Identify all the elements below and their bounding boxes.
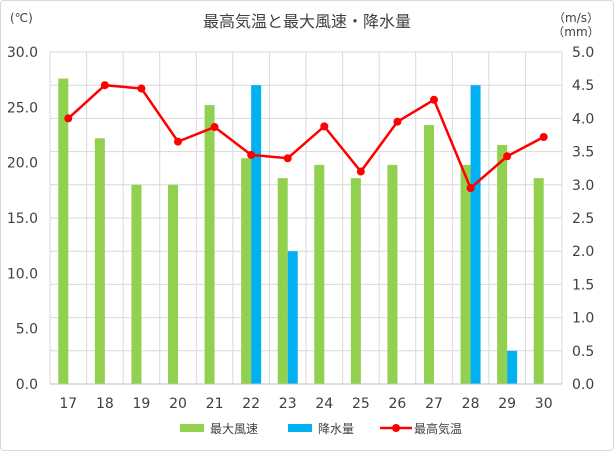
wind-bar [58, 78, 69, 384]
category-label: 20 [169, 396, 187, 412]
right-tick-label: 2.0 [572, 244, 594, 260]
temperature-point [430, 95, 438, 104]
left-tick-label: 20.0 [7, 156, 38, 172]
category-label: 30 [535, 396, 553, 412]
wind-bar [460, 164, 471, 384]
temperature-point [210, 123, 219, 132]
wind-bar [350, 178, 361, 384]
right-tick-label: 1.0 [572, 311, 594, 327]
left-tick-label: 5.0 [16, 322, 38, 338]
category-label: 19 [133, 396, 151, 412]
wind-bar [168, 184, 178, 384]
category-label: 21 [206, 396, 224, 412]
right-tick-label: 0.0 [572, 377, 594, 393]
left-tick-label: 25.0 [7, 100, 38, 116]
right-axis-unit-top: （m/s） [553, 11, 599, 25]
right-tick-label: 5.0 [572, 45, 594, 61]
right-tick-label: 0.5 [572, 344, 594, 360]
category-label: 27 [425, 396, 443, 412]
wind-bar [94, 138, 105, 384]
legend-swatch [180, 424, 204, 432]
right-tick-label: 4.5 [572, 78, 594, 94]
wind-bar [424, 125, 434, 384]
temperature-point [100, 81, 109, 90]
right-tick-label: 1.5 [572, 277, 594, 293]
chart-title: 最高気温と最大風速・降水量 [203, 12, 411, 31]
left-tick-label: 15.0 [7, 211, 38, 227]
temperature-point [466, 184, 475, 193]
wind-bar [277, 178, 288, 384]
axes: 0.0 5.0 10.0 15.0 20.0 25.0 30.0 0.0 0.5 1.0 1.5 2.… [7, 45, 594, 412]
legend-label: 最高気温 [414, 421, 462, 436]
legend-swatch [288, 424, 313, 432]
wind-bar [387, 164, 398, 384]
legend-label: 最大風速 [210, 422, 258, 436]
temperature-point [356, 167, 365, 176]
category-label: 23 [279, 396, 297, 412]
wind-bar [131, 184, 142, 384]
precipitation-bar [287, 251, 298, 384]
legend-label: 降水量 [318, 422, 354, 436]
wind-bar [533, 178, 544, 384]
temperature-point [64, 114, 73, 123]
bars [58, 78, 544, 385]
precipitation-bar [507, 350, 518, 384]
temperature-point [247, 150, 256, 159]
left-tick-label: 30.0 [7, 45, 38, 61]
temperature-point [283, 154, 292, 163]
right-tick-label: 3.5 [572, 145, 594, 161]
wind-bar [204, 105, 215, 385]
temperature-line [64, 81, 548, 193]
legend-swatch-marker [392, 424, 401, 432]
gridlines [49, 51, 563, 385]
right-axis-unit-bottom: （mm） [552, 25, 599, 39]
category-label: 24 [315, 396, 333, 412]
temperature-point [174, 137, 182, 146]
left-axis-unit: (℃) [10, 11, 33, 25]
category-label: 17 [59, 396, 77, 412]
category-label: 29 [498, 396, 516, 412]
right-tick-label: 3.0 [572, 178, 594, 194]
category-label: 25 [352, 396, 370, 412]
right-tick-label: 4.0 [572, 111, 594, 127]
wind-bar [497, 144, 508, 384]
category-label: 22 [242, 396, 260, 412]
category-label: 18 [96, 396, 114, 412]
temperature-line-path [67, 83, 545, 191]
left-tick-label: 0.0 [16, 377, 38, 393]
temperature-point [503, 152, 512, 161]
temperature-point [539, 132, 548, 141]
precipitation-bar [251, 85, 262, 384]
wind-bar [241, 158, 252, 384]
temperature-point [137, 84, 146, 93]
left-tick-label: 10.0 [7, 266, 38, 282]
category-label: 26 [389, 396, 407, 412]
precipitation-bar [470, 85, 481, 384]
wind-bar [314, 164, 325, 384]
legend: 最大風速 降水量 最高気温 [180, 421, 462, 436]
temperature-point [393, 117, 402, 126]
right-tick-label: 2.5 [572, 211, 594, 227]
temperature-point [320, 122, 329, 131]
category-label: 28 [462, 396, 480, 412]
